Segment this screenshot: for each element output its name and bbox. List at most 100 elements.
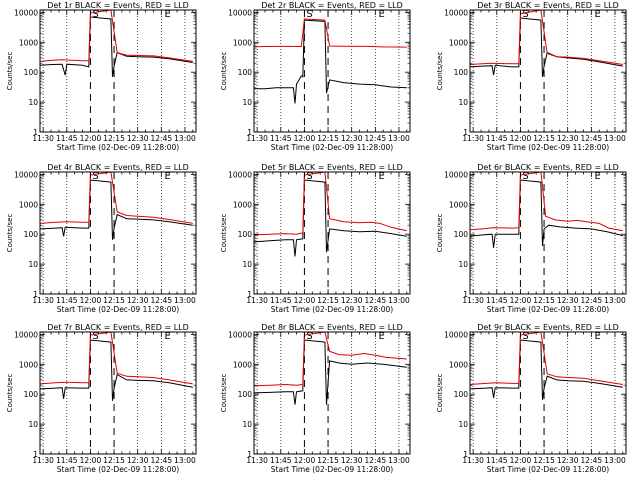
marker-e-label: E	[594, 331, 600, 342]
x-tick-label: 13:00	[174, 456, 196, 465]
x-tick-label: 12:30	[557, 456, 579, 465]
x-tick-label: 11:45	[56, 456, 78, 465]
x-tick-label: 13:00	[388, 296, 410, 305]
x-tick-label: 13:00	[604, 456, 626, 465]
x-tick-label: 11:30	[32, 296, 54, 305]
x-tick-label: 12:00	[80, 456, 102, 465]
x-tick-label: 12:00	[510, 456, 532, 465]
panel-title: Det 6r BLACK = Events, RED = LLD	[477, 163, 619, 172]
x-tick-label: 13:00	[174, 296, 196, 305]
x-tick-label: 12:15	[103, 134, 125, 143]
x-tick-label: 12:30	[557, 296, 579, 305]
x-tick-label: 12:00	[510, 134, 532, 143]
x-tick-label: 11:30	[32, 134, 54, 143]
series-events	[39, 16, 193, 77]
x-tick-label: 12:00	[510, 296, 532, 305]
marker-s-label: S	[306, 171, 312, 182]
x-tick-label: 12:45	[365, 134, 387, 143]
x-tick-label: 11:45	[270, 456, 292, 465]
x-tick-label: 12:45	[581, 134, 603, 143]
y-tick-label: 100	[238, 230, 253, 239]
x-tick-label: 12:45	[581, 456, 603, 465]
series-events	[254, 19, 407, 104]
x-tick-label: 12:30	[341, 134, 363, 143]
marker-s-label: S	[306, 9, 312, 20]
x-tick-label: 12:00	[80, 296, 102, 305]
x-tick-label: 13:00	[174, 134, 196, 143]
x-tick-label: 12:15	[317, 134, 339, 143]
y-tick-label: 100	[238, 68, 253, 77]
x-tick-label: 11:45	[486, 296, 508, 305]
y-tick-label: 1000	[19, 38, 38, 47]
series-lld	[253, 171, 407, 236]
marker-s-label: S	[522, 171, 528, 182]
marker-e-label: E	[164, 9, 170, 20]
x-tick-label: 12:45	[151, 456, 173, 465]
x-tick-label: 12:15	[103, 296, 125, 305]
y-tick-label: 10	[242, 260, 252, 269]
x-tick-label: 13:00	[388, 134, 410, 143]
x-tick-label: 11:45	[56, 296, 78, 305]
y-tick-label: 1	[247, 450, 252, 459]
x-axis-label: Start Time (02-Dec-09 11:28:00)	[487, 143, 609, 152]
x-tick-label: 12:30	[127, 296, 149, 305]
y-axis-label: Counts/sec	[6, 374, 14, 413]
x-tick-label: 11:30	[246, 456, 268, 465]
y-axis-label: Counts/sec	[436, 374, 444, 413]
y-tick-label: 1000	[233, 360, 252, 369]
series-lld	[253, 331, 407, 387]
y-tick-label: 100	[454, 390, 469, 399]
x-axis-label: Start Time (02-Dec-09 11:28:00)	[271, 143, 393, 152]
panel-title: Det 8r BLACK = Events, RED = LLD	[261, 323, 403, 332]
y-tick-label: 10	[458, 98, 468, 107]
y-axis-label: Counts/sec	[436, 214, 444, 253]
x-tick-label: 12:15	[103, 456, 125, 465]
plot-frame	[253, 331, 411, 455]
x-tick-label: 11:45	[486, 134, 508, 143]
y-tick-label: 10	[28, 260, 38, 269]
y-tick-label: 10	[28, 98, 38, 107]
y-axis-label: Counts/sec	[220, 214, 228, 253]
y-tick-label: 10000	[14, 170, 38, 179]
y-tick-label: 1	[247, 128, 252, 137]
y-tick-label: 100	[24, 230, 39, 239]
x-tick-label: 12:15	[317, 456, 339, 465]
y-tick-label: 10	[242, 98, 252, 107]
series-lld	[39, 9, 193, 62]
y-axis-label: Counts/sec	[436, 52, 444, 91]
series-events	[39, 179, 193, 240]
x-axis-label: Start Time (02-Dec-09 11:28:00)	[487, 465, 609, 474]
x-tick-label: 12:45	[151, 134, 173, 143]
y-tick-label: 1	[463, 128, 468, 137]
x-tick-label: 12:30	[127, 456, 149, 465]
x-tick-label: 12:45	[581, 296, 603, 305]
y-tick-label: 10	[458, 260, 468, 269]
x-tick-label: 12:15	[317, 296, 339, 305]
y-axis-label: Counts/sec	[6, 214, 14, 253]
panel-title: Det 9r BLACK = Events, RED = LLD	[477, 323, 619, 332]
panel-title: Det 1r BLACK = Events, RED = LLD	[47, 1, 189, 10]
x-tick-label: 12:15	[533, 456, 555, 465]
marker-e-label: E	[378, 171, 384, 182]
y-tick-label: 1	[33, 450, 38, 459]
plot-frame	[253, 171, 411, 295]
marker-e-label: E	[594, 171, 600, 182]
panel-title: Det 4r BLACK = Events, RED = LLD	[47, 163, 189, 172]
x-tick-label: 11:30	[246, 134, 268, 143]
series-events	[469, 179, 623, 248]
x-tick-label: 11:45	[486, 456, 508, 465]
x-tick-label: 12:45	[365, 296, 387, 305]
y-tick-label: 10000	[14, 8, 38, 17]
y-tick-label: 1000	[19, 200, 38, 209]
x-tick-label: 12:30	[557, 134, 579, 143]
series-events	[469, 17, 623, 77]
x-tick-label: 12:15	[533, 296, 555, 305]
panel-title: Det 5r BLACK = Events, RED = LLD	[261, 163, 403, 172]
plot-frame	[39, 331, 197, 455]
y-tick-label: 1	[463, 450, 468, 459]
y-tick-label: 1000	[449, 38, 468, 47]
